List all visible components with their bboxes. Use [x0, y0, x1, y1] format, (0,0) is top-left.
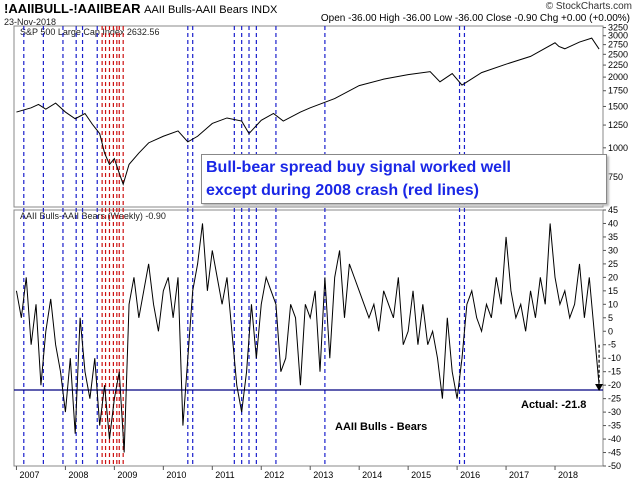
symbol-title: !AAIIBULL-!AAIIBEAR AAII Bulls-AAII Bear…	[4, 1, 277, 16]
chart-date: 23-Nov-2018	[4, 17, 57, 27]
indicator-tick-label: -5	[608, 340, 616, 350]
indicator-tick-label: -45	[608, 448, 621, 458]
indicator-tick-label: 45	[608, 205, 618, 215]
indicator-tick-label: 40	[608, 218, 618, 228]
indicator-tick-label: 35	[608, 232, 618, 242]
price-tick-label: 750	[608, 172, 623, 182]
callout-line-2: except during 2008 crash (red lines)	[206, 182, 479, 199]
indicator-tick-label: -30	[608, 407, 621, 417]
indicator-tick-label: 20	[608, 272, 618, 282]
indicator-panel-frame	[13, 209, 604, 467]
indicator-label: AAII Bulls - Bears	[335, 421, 428, 433]
price-series-line	[16, 37, 600, 186]
x-tick-label: 2016	[460, 470, 480, 480]
indicator-tick-label: 30	[608, 245, 618, 255]
price-tick-label: 1500	[608, 101, 628, 111]
indicator-tick-label: 0	[608, 326, 613, 336]
indicator-tick-label: -25	[608, 394, 621, 404]
price-legend: S&P 500 Large Cap Index 2632.56	[20, 27, 160, 37]
price-tick-label: 2500	[608, 49, 628, 59]
callout-box: Bull-bear spread buy signal worked well …	[201, 154, 607, 204]
price-tick-label: 2000	[608, 72, 628, 82]
callout-line-1: Bull-bear spread buy signal worked well	[206, 159, 511, 176]
symbol-text: !AAIIBULL-!AAIIBEAR	[4, 1, 141, 16]
indicator-tick-label: -50	[608, 461, 621, 471]
price-tick-label: 2250	[608, 60, 628, 70]
indicator-tick-label: 25	[608, 259, 618, 269]
indicator-tick-label: -40	[608, 434, 621, 444]
indicator-tick-label: -35	[608, 421, 621, 431]
indicator-tick-label: 10	[608, 299, 618, 309]
price-tick-label: 1750	[608, 86, 628, 96]
x-tick-label: 2014	[362, 470, 382, 480]
x-tick-label: 2011	[215, 470, 234, 480]
indicator-tick-label: -10	[608, 353, 621, 363]
indicator-tick-label: -15	[608, 367, 621, 377]
x-tick-label: 2017	[509, 470, 529, 480]
symbol-description: AAII Bulls-AAII Bears INDX	[144, 4, 278, 16]
price-tick-label: 1000	[608, 143, 628, 153]
x-tick-label: 2009	[117, 470, 137, 480]
indicator-legend: AAII Bulls-AAII Bears (Weekly) -0.90	[20, 211, 166, 221]
x-tick-label: 2007	[19, 470, 39, 480]
indicator-tick-label: 15	[608, 286, 618, 296]
signal-arrow-head	[595, 384, 604, 392]
price-panel-frame	[13, 25, 604, 208]
x-tick-label: 2012	[264, 470, 284, 480]
indicator-series-line	[15, 223, 600, 453]
x-tick-label: 2018	[558, 470, 578, 480]
x-tick-label: 2015	[411, 470, 431, 480]
price-tick-label: 2750	[608, 40, 628, 50]
x-tick-label: 2013	[313, 470, 333, 480]
price-tick-label: 1250	[608, 120, 628, 130]
x-tick-label: 2008	[68, 470, 88, 480]
x-tick-label: 2010	[166, 470, 186, 480]
ohlc-readout: Open -36.00 High -36.00 Low -36.00 Close…	[320, 13, 630, 24]
price-tick-label: 3000	[608, 31, 628, 41]
price-tick-label: 3250	[608, 23, 628, 33]
stockcharts-logo: © StockCharts.com	[545, 1, 632, 12]
indicator-tick-label: 5	[608, 313, 613, 323]
actual-label: Actual: -21.8	[521, 399, 587, 411]
indicator-tick-label: -20	[608, 380, 621, 390]
